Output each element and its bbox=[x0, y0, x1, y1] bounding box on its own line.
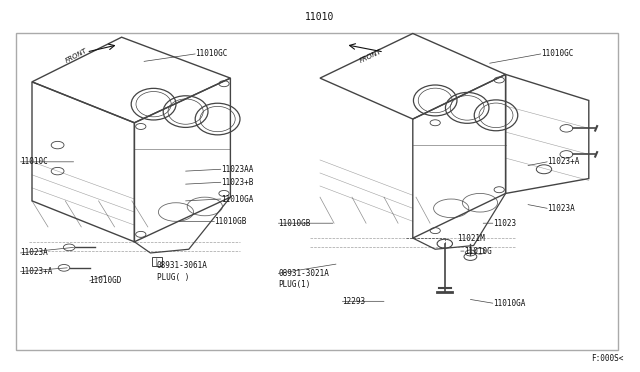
Text: 11010GA: 11010GA bbox=[493, 299, 525, 308]
Text: 11010GB: 11010GB bbox=[214, 217, 247, 226]
Text: F:000S<: F:000S< bbox=[591, 354, 624, 363]
Text: FRONT: FRONT bbox=[359, 48, 383, 64]
Text: 08931-3021A: 08931-3021A bbox=[278, 269, 329, 278]
Text: 11023+A: 11023+A bbox=[547, 157, 580, 166]
Text: 11010GB: 11010GB bbox=[278, 219, 311, 228]
Text: PLUG(1): PLUG(1) bbox=[278, 280, 311, 289]
Text: 11021M: 11021M bbox=[458, 234, 485, 243]
Text: PLUG( ): PLUG( ) bbox=[157, 273, 189, 282]
Text: 11023A: 11023A bbox=[547, 204, 575, 213]
Text: 11010GC: 11010GC bbox=[541, 49, 573, 58]
Text: 11023+B: 11023+B bbox=[221, 178, 253, 187]
Bar bbox=[152, 257, 162, 266]
Text: 11010: 11010 bbox=[305, 12, 335, 22]
Text: 11010G: 11010G bbox=[464, 247, 492, 256]
Text: 11010GD: 11010GD bbox=[90, 276, 122, 285]
Text: 11010C: 11010C bbox=[20, 157, 48, 166]
Text: 11023: 11023 bbox=[493, 219, 516, 228]
Text: FRONT: FRONT bbox=[65, 48, 89, 64]
Text: 12293: 12293 bbox=[342, 297, 365, 306]
Text: 11010GA: 11010GA bbox=[221, 195, 253, 203]
Text: 08931-3061A: 08931-3061A bbox=[157, 262, 207, 270]
Text: 11023+A: 11023+A bbox=[20, 267, 53, 276]
Text: 11023A: 11023A bbox=[20, 248, 48, 257]
Text: 11010GC: 11010GC bbox=[195, 49, 228, 58]
Text: 11023AA: 11023AA bbox=[221, 165, 253, 174]
Bar bbox=[16, 33, 618, 350]
